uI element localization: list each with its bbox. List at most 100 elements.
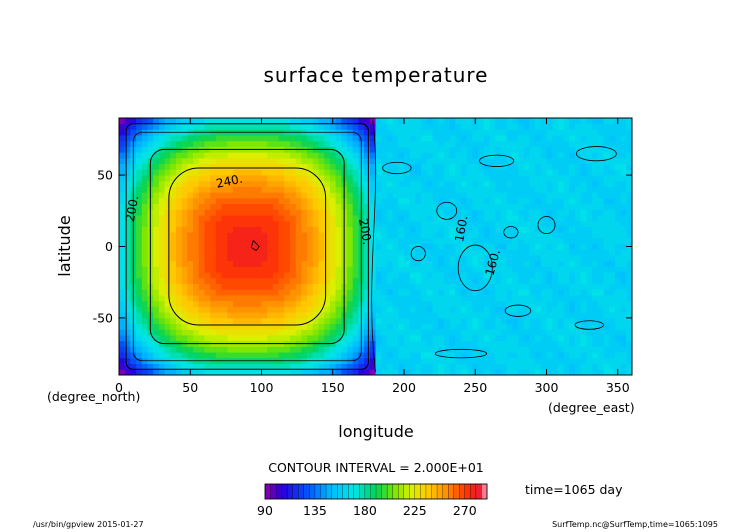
- heatmap-cell: [495, 215, 502, 222]
- heatmap-cell: [529, 295, 536, 302]
- heatmap-cell: [495, 317, 502, 324]
- heatmap-cell: [312, 175, 319, 182]
- heatmap-cell: [455, 357, 462, 364]
- heatmap-cell: [193, 175, 200, 182]
- heatmap-cell: [352, 220, 359, 227]
- heatmap-cell: [603, 340, 610, 347]
- heatmap-cell: [557, 152, 564, 159]
- heatmap-cell: [495, 129, 502, 136]
- heatmap-cell: [500, 260, 507, 267]
- heatmap-cell: [181, 203, 188, 210]
- heatmap-cell: [290, 209, 297, 216]
- heatmap-cell: [312, 323, 319, 330]
- heatmap-cell: [398, 180, 405, 187]
- heatmap-cell: [284, 260, 291, 267]
- heatmap-cell: [193, 220, 200, 227]
- heatmap-cell: [512, 209, 519, 216]
- heatmap-cell: [141, 209, 148, 216]
- heatmap-cell: [529, 186, 536, 193]
- heatmap-cell: [204, 295, 211, 302]
- heatmap-cell: [369, 123, 376, 130]
- heatmap-cell: [575, 295, 582, 302]
- heatmap-cell: [443, 226, 450, 233]
- heatmap-cell: [398, 306, 405, 313]
- heatmap-cell: [215, 237, 222, 245]
- heatmap-cell: [392, 140, 399, 147]
- heatmap-cell: [227, 272, 234, 279]
- heatmap-cell: [375, 118, 382, 125]
- heatmap-cell: [563, 272, 570, 279]
- heatmap-cell: [432, 306, 439, 313]
- heatmap-cell: [158, 237, 165, 245]
- heatmap-cell: [215, 266, 222, 273]
- heatmap-cell: [278, 203, 285, 210]
- heatmap-cell: [301, 300, 308, 307]
- heatmap-cell: [443, 175, 450, 182]
- heatmap-cell: [540, 317, 547, 324]
- heatmap-cell: [580, 232, 587, 239]
- heatmap-cell: [170, 295, 177, 302]
- heatmap-cell: [198, 209, 205, 216]
- heatmap-cell: [193, 289, 200, 296]
- heatmap-cell: [176, 317, 183, 324]
- heatmap-cell: [529, 266, 536, 273]
- heatmap-cell: [335, 323, 342, 330]
- heatmap-cell: [432, 129, 439, 136]
- heatmap-cell: [318, 335, 325, 342]
- heatmap-cell: [278, 329, 285, 336]
- heatmap-cell: [626, 209, 633, 216]
- heatmap-cell: [449, 260, 456, 267]
- heatmap-cell: [193, 203, 200, 210]
- heatmap-cell: [478, 129, 485, 136]
- heatmap-cell: [540, 197, 547, 205]
- heatmap-cell: [181, 123, 188, 130]
- heatmap-cell: [466, 243, 473, 250]
- heatmap-cell: [176, 232, 183, 239]
- heatmap-cell: [500, 197, 507, 205]
- heatmap-cell: [478, 123, 485, 130]
- heatmap-cell: [329, 192, 336, 199]
- heatmap-cell: [164, 277, 171, 285]
- heatmap-cell: [500, 180, 507, 187]
- heatmap-cell: [227, 197, 234, 205]
- heatmap-cell: [500, 163, 507, 170]
- heatmap-cell: [141, 346, 148, 353]
- heatmap-cell: [352, 306, 359, 313]
- heatmap-cell: [438, 118, 445, 125]
- heatmap-cell: [455, 295, 462, 302]
- heatmap-cell: [580, 169, 587, 176]
- heatmap-cell: [290, 163, 297, 170]
- heatmap-cell: [272, 220, 279, 227]
- colorbar-swatch: [403, 483, 410, 500]
- heatmap-cell: [523, 209, 530, 216]
- heatmap-cell: [483, 135, 490, 142]
- heatmap-cell: [369, 175, 376, 182]
- heatmap-cell: [569, 135, 576, 142]
- heatmap-cell: [124, 283, 131, 290]
- heatmap-cell: [557, 215, 564, 222]
- heatmap-cell: [312, 295, 319, 302]
- heatmap-cell: [546, 140, 553, 147]
- heatmap-cell: [215, 192, 222, 199]
- heatmap-cell: [563, 135, 570, 142]
- heatmap-cell: [478, 192, 485, 199]
- heatmap-cell: [535, 152, 542, 159]
- heatmap-cell: [461, 352, 468, 359]
- colorbar-swatch: [398, 483, 405, 500]
- heatmap-cell: [324, 220, 331, 227]
- heatmap-cell: [227, 180, 234, 187]
- heatmap-cell: [495, 175, 502, 182]
- heatmap-cell: [489, 295, 496, 302]
- heatmap-cell: [375, 203, 382, 210]
- heatmap-cell: [529, 146, 536, 153]
- heatmap-cell: [244, 289, 251, 296]
- heatmap-cell: [119, 129, 126, 136]
- heatmap-cell: [221, 140, 228, 147]
- heatmap-cell: [352, 312, 359, 319]
- heatmap-cell: [415, 255, 422, 262]
- heatmap-cell: [221, 352, 228, 359]
- heatmap-cell: [540, 363, 547, 370]
- heatmap-cell: [386, 129, 393, 136]
- heatmap-cell: [278, 363, 285, 370]
- heatmap-cell: [187, 192, 194, 199]
